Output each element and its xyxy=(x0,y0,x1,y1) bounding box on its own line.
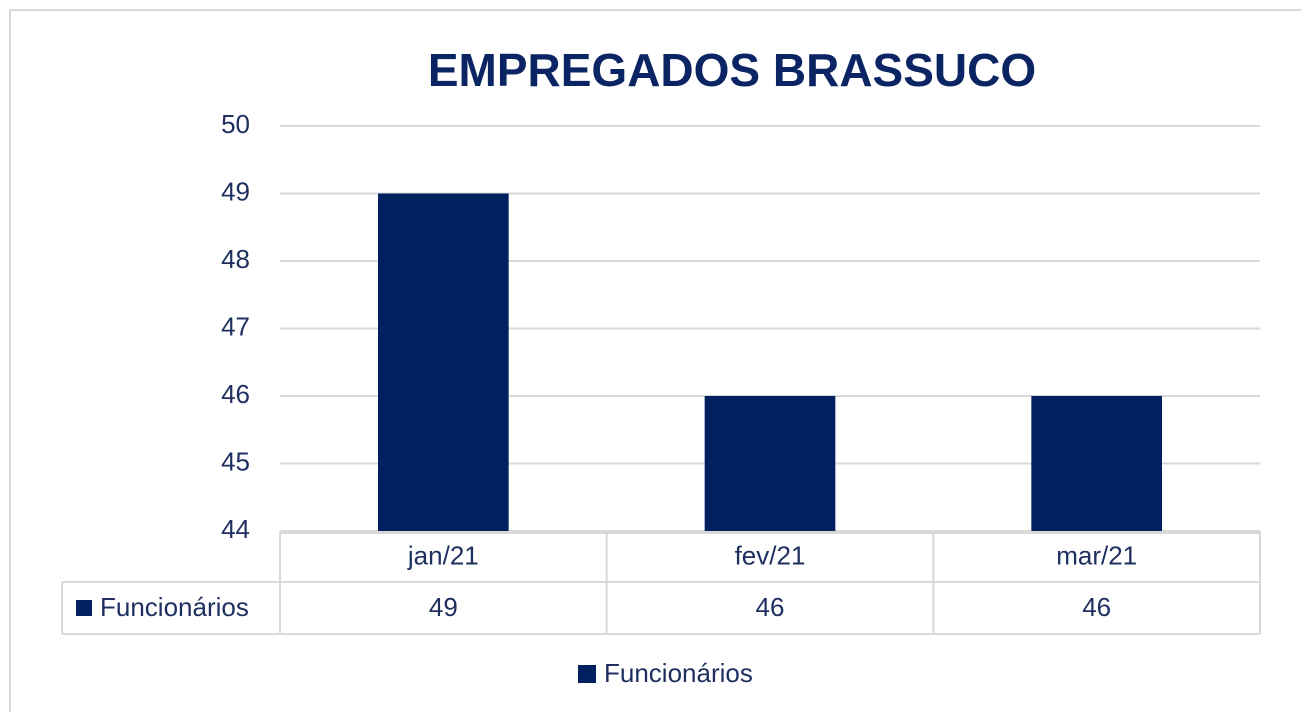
y-tick-label: 48 xyxy=(221,244,250,274)
bar xyxy=(704,396,836,531)
y-tick-label: 50 xyxy=(221,109,250,139)
bar xyxy=(1031,396,1162,531)
bar xyxy=(378,193,509,531)
x-tick-label: mar/21 xyxy=(1056,540,1137,570)
table-value: 46 xyxy=(1082,592,1111,622)
table-value: 49 xyxy=(429,592,458,622)
y-tick-label: 49 xyxy=(221,176,250,206)
x-tick-label: jan/21 xyxy=(407,540,479,570)
table-row-header: Funcionários xyxy=(100,592,249,622)
x-tick-label: fev/21 xyxy=(735,540,806,570)
legend-label: Funcionários xyxy=(604,658,753,688)
legend-key xyxy=(578,665,596,683)
y-tick-label: 47 xyxy=(221,311,250,341)
table-value: 46 xyxy=(756,592,785,622)
y-tick-label: 46 xyxy=(221,379,250,409)
y-tick-label: 45 xyxy=(221,446,250,476)
chart-title: EMPREGADOS BRASSUCO xyxy=(428,44,1036,96)
y-tick-label: 44 xyxy=(221,514,250,544)
chart-border xyxy=(9,9,1301,712)
legend-key xyxy=(76,600,92,616)
